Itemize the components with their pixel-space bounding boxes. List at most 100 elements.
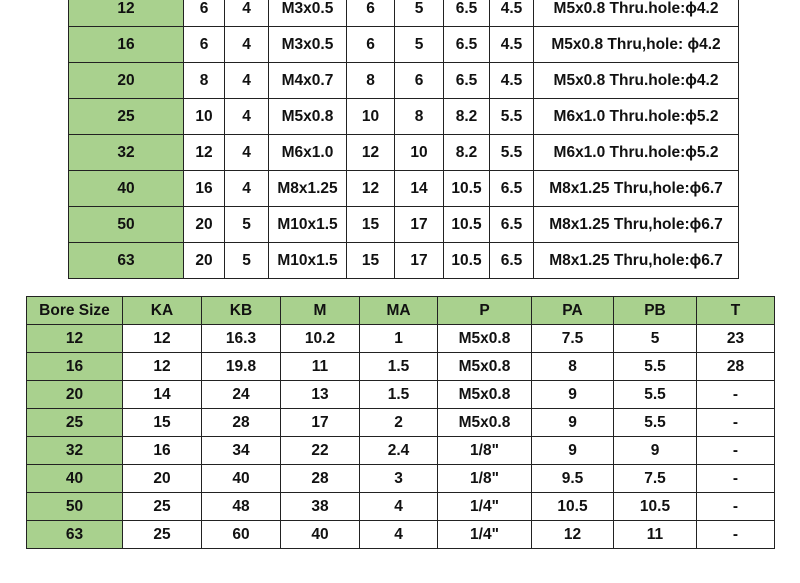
bore-size-cell: 20 bbox=[26, 380, 123, 409]
table-row: 50 25 48 38 4 1/4" 10.5 10.5- bbox=[26, 492, 775, 521]
table-cell: 9 bbox=[531, 408, 614, 437]
table-cell: 10.5 bbox=[531, 492, 614, 521]
table-cell: 5 bbox=[394, 26, 444, 63]
table-cell: M6x1.0 Thru.hole:ϕ5.2 bbox=[533, 98, 739, 135]
table-cell: 8.2 bbox=[443, 98, 490, 135]
column-header: MA bbox=[359, 296, 438, 325]
table-cell: M5x0.8 bbox=[437, 352, 532, 381]
table-cell: 12 bbox=[531, 520, 614, 549]
table-cell: 5 bbox=[224, 206, 269, 243]
table-cell: 6.5 bbox=[489, 242, 534, 279]
table-cell: 48 bbox=[201, 492, 281, 521]
table-cell: 13 bbox=[280, 380, 360, 409]
table-cell: M5x0.8 bbox=[437, 324, 532, 353]
table-row: 16 6 4 M3x0.5 6 5 6.5 4.5 M5x0.8 Thru,hole: ϕ4.2 bbox=[68, 26, 739, 63]
table-cell: - bbox=[696, 492, 775, 521]
table-cell: 20 bbox=[183, 206, 225, 243]
bore-size-cell: 20 bbox=[68, 62, 184, 99]
table-cell: 3 bbox=[359, 464, 438, 493]
table-cell: 6.5 bbox=[489, 170, 534, 207]
column-header: KA bbox=[122, 296, 202, 325]
table-cell: 12 bbox=[183, 134, 225, 171]
table-cell: 8 bbox=[183, 62, 225, 99]
table-row: 50 20 5 M10x1.5 15 17 10.5 6.5 M8x1.25 Thru,hole… bbox=[68, 206, 739, 243]
table-cell: 25 bbox=[122, 492, 202, 521]
table-cell: 8 bbox=[346, 62, 395, 99]
table-cell: 11 bbox=[613, 520, 697, 549]
table-row: 12 6 4 M3x0.5 6 5 6.5 4.5 M5x0.8 Thru.hole:ϕ4.2 bbox=[68, 0, 739, 27]
table-cell: 6.5 bbox=[489, 206, 534, 243]
table-cell: 4 bbox=[224, 170, 269, 207]
bore-size-cell: 40 bbox=[26, 464, 123, 493]
table-row: 16 12 19.8 11 1.5 M5x0.8 8 5.5 28 bbox=[26, 352, 775, 381]
table-cell: 12 bbox=[122, 324, 202, 353]
table-cell: 10.5 bbox=[613, 492, 697, 521]
table-cell: 7.5 bbox=[531, 324, 614, 353]
table-cell: 4.5 bbox=[489, 26, 534, 63]
table-cell: 5 bbox=[224, 242, 269, 279]
table-cell: 17 bbox=[394, 242, 444, 279]
table-cell: 1/8" bbox=[437, 436, 532, 465]
table-cell: 10.5 bbox=[443, 206, 490, 243]
table-row: 12 12 16.3 10.2 1 M5x0.8 7.5 5 23 bbox=[26, 324, 775, 353]
table-cell: 1.5 bbox=[359, 380, 438, 409]
table-cell: 9 bbox=[531, 436, 614, 465]
table-cell: 4 bbox=[224, 134, 269, 171]
table-cell: 19.8 bbox=[201, 352, 281, 381]
table-cell: - bbox=[696, 436, 775, 465]
table-cell: 38 bbox=[280, 492, 360, 521]
table-cell: 23 bbox=[696, 324, 775, 353]
table-cell: 14 bbox=[122, 380, 202, 409]
table-row: 40 16 4 M8x1.25 12 14 10.5 6.5 M8x1.25 Thru,hole… bbox=[68, 170, 739, 207]
header-row: Bore Size KA KB M MA P PA PB T bbox=[26, 296, 775, 325]
table-cell: 16.3 bbox=[201, 324, 281, 353]
table-row: 25 10 4 M5x0.8 10 8 8.2 5.5 M6x1.0 Thru.hole:ϕ5.… bbox=[68, 98, 739, 135]
table-cell: 8 bbox=[531, 352, 614, 381]
table-cell: 5 bbox=[394, 0, 444, 27]
table-cell: 40 bbox=[201, 464, 281, 493]
table-cell: 11 bbox=[280, 352, 360, 381]
table-cell: 5.5 bbox=[613, 408, 697, 437]
table-cell: 6 bbox=[346, 0, 395, 27]
table-row: 63 20 5 M10x1.5 15 17 10.5 6.5 M8x1.25 Thru,hole… bbox=[68, 242, 739, 279]
table-cell: 5.5 bbox=[489, 98, 534, 135]
table-cell: 7.5 bbox=[613, 464, 697, 493]
table-cell: M8x1.25 bbox=[268, 170, 347, 207]
bore-size-cell: 40 bbox=[68, 170, 184, 207]
column-header: KB bbox=[201, 296, 281, 325]
table-cell: - bbox=[696, 464, 775, 493]
bore-size-cell: 16 bbox=[26, 352, 123, 381]
table-cell: M10x1.5 bbox=[268, 242, 347, 279]
table-cell: 16 bbox=[122, 436, 202, 465]
table-cell: 17 bbox=[280, 408, 360, 437]
bore-size-cell: 12 bbox=[26, 324, 123, 353]
table-cell: M5x0.8 Thru.hole:ϕ4.2 bbox=[533, 0, 739, 27]
table-cell: M3x0.5 bbox=[268, 26, 347, 63]
table-cell: - bbox=[696, 380, 775, 409]
table-cell: 4.5 bbox=[489, 62, 534, 99]
table-row: 32 16 34 22 2.4 1/8" 9 9- bbox=[26, 436, 775, 465]
table-cell: 4 bbox=[224, 62, 269, 99]
column-header: PA bbox=[531, 296, 614, 325]
table-cell: 5.5 bbox=[613, 380, 697, 409]
table-cell: 2 bbox=[359, 408, 438, 437]
table-cell: 10 bbox=[394, 134, 444, 171]
column-header: PB bbox=[613, 296, 697, 325]
table-cell: 6.5 bbox=[443, 0, 490, 27]
dimensions-table-top: 12 6 4 M3x0.5 6 5 6.5 4.5 M5x0.8 Thru.hole:ϕ4.2 1… bbox=[68, 0, 739, 279]
dimensions-table-bottom: Bore Size KA KB M MA P PA PB T 12 12 16.3 10.2 1 M5x0… bbox=[26, 296, 775, 549]
table-cell: M4x0.7 bbox=[268, 62, 347, 99]
table-cell: 6 bbox=[183, 0, 225, 27]
bore-size-cell: 16 bbox=[68, 26, 184, 63]
table-cell: 2.4 bbox=[359, 436, 438, 465]
table-cell: 1 bbox=[359, 324, 438, 353]
table-cell: M8x1.25 Thru,hole:ϕ6.7 bbox=[533, 206, 739, 243]
table-cell: 6.5 bbox=[443, 62, 490, 99]
table-row: 32 12 4 M6x1.0 12 10 8.2 5.5 M6x1.0 Thru.hole:ϕ5… bbox=[68, 134, 739, 171]
table-cell: M6x1.0 bbox=[268, 134, 347, 171]
table-cell: 6 bbox=[394, 62, 444, 99]
table-cell: - bbox=[696, 408, 775, 437]
table-cell: 9.5 bbox=[531, 464, 614, 493]
table-cell: M8x1.25 Thru,hole:ϕ6.7 bbox=[533, 242, 739, 279]
table-cell: 10 bbox=[183, 98, 225, 135]
